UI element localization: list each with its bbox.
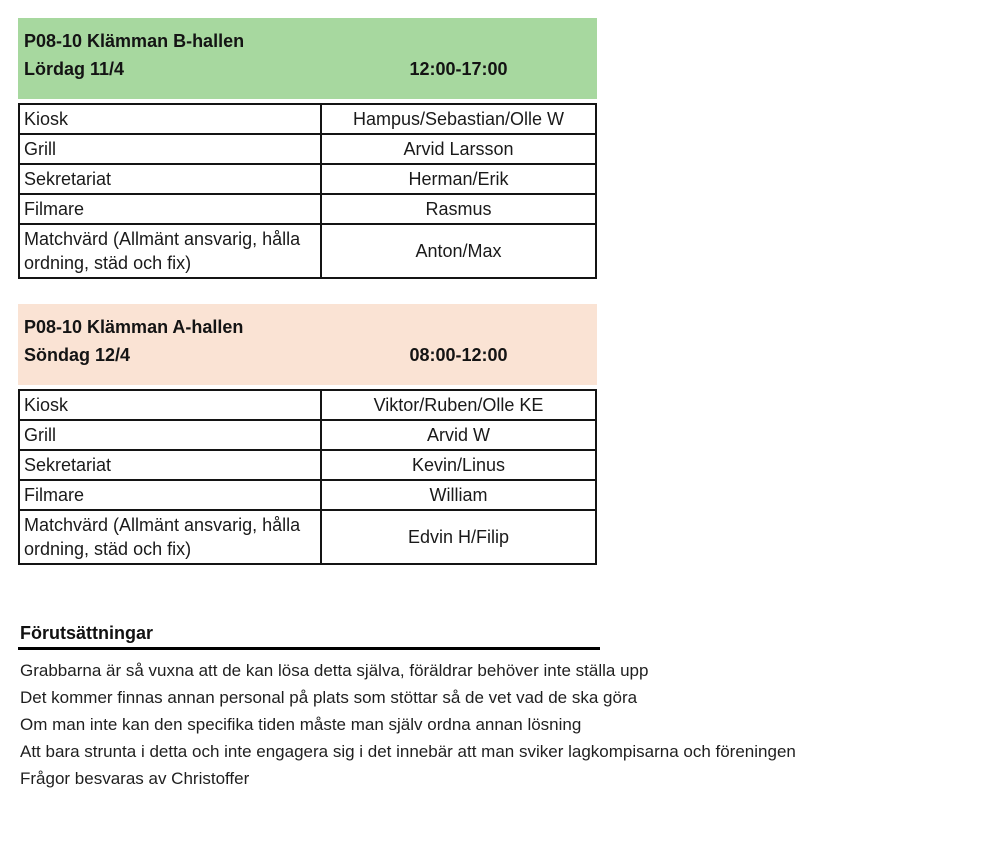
schedule-time-a-hallen: 08:00-12:00 <box>409 345 508 365</box>
assigned-cell: Edvin H/Filip <box>320 509 597 565</box>
table-row: Grill Arvid Larsson <box>18 133 597 165</box>
note-line: Frågor besvaras av Christoffer <box>20 769 250 788</box>
schedule-title-b-hallen: P08-10 Klämman B-hallen <box>24 31 245 51</box>
assigned-cell: Herman/Erik <box>320 163 597 195</box>
role-cell: Sekretariat <box>18 163 322 195</box>
role-cell: Sekretariat <box>18 449 322 481</box>
assigned-cell: Anton/Max <box>320 223 597 279</box>
table-row: Filmare William <box>18 479 597 511</box>
note-line: Att bara strunta i detta och inte engage… <box>20 742 796 761</box>
table-row: Kiosk Hampus/Sebastian/Olle W <box>18 103 597 135</box>
notes-lines: Grabbarna är så vuxna att de kan lösa de… <box>18 657 1000 792</box>
note-line: Det kommer finnas annan personal på plat… <box>20 688 638 707</box>
schedule-title-a-hallen: P08-10 Klämman A-hallen <box>24 317 244 337</box>
notes-section: Förutsättningar Grabbarna är så vuxna at… <box>18 623 1000 792</box>
role-cell: Kiosk <box>18 389 322 421</box>
table-row: Sekretariat Kevin/Linus <box>18 449 597 481</box>
notes-heading: Förutsättningar <box>18 623 600 650</box>
roster-table-b-hallen: Kiosk Hampus/Sebastian/Olle W Grill Arvi… <box>18 103 597 279</box>
note-line: Grabbarna är så vuxna att de kan lösa de… <box>20 661 649 680</box>
role-cell: Grill <box>18 419 322 451</box>
role-cell: Matchvärd (Allmänt ansvarig, hålla ordni… <box>18 223 322 279</box>
schedule-subtitle-row: Söndag 12/4 08:00-12:00 <box>24 341 597 369</box>
table-row: Filmare Rasmus <box>18 193 597 225</box>
role-cell: Kiosk <box>18 103 322 135</box>
table-row: Grill Arvid W <box>18 419 597 451</box>
schedule-date-a-hallen: Söndag 12/4 <box>24 345 131 365</box>
assigned-cell: Rasmus <box>320 193 597 225</box>
note-line: Om man inte kan den specifika tiden måst… <box>20 715 582 734</box>
table-row: Sekretariat Herman/Erik <box>18 163 597 195</box>
schedule-header-a-hallen: P08-10 Klämman A-hallen Söndag 12/4 08:0… <box>18 304 597 385</box>
table-row: Kiosk Viktor/Ruben/Olle KE <box>18 389 597 421</box>
table-row: Matchvärd (Allmänt ansvarig, hålla ordni… <box>18 223 597 279</box>
roster-table-a-hallen: Kiosk Viktor/Ruben/Olle KE Grill Arvid W… <box>18 389 597 565</box>
role-cell: Matchvärd (Allmänt ansvarig, hålla ordni… <box>18 509 322 565</box>
assigned-cell: William <box>320 479 597 511</box>
assigned-cell: Hampus/Sebastian/Olle W <box>320 103 597 135</box>
role-cell: Filmare <box>18 193 322 225</box>
schedule-date-b-hallen: Lördag 11/4 <box>24 59 125 79</box>
assigned-cell: Kevin/Linus <box>320 449 597 481</box>
schedule-subtitle-row: Lördag 11/4 12:00-17:00 <box>24 55 597 83</box>
table-row: Matchvärd (Allmänt ansvarig, hålla ordni… <box>18 509 597 565</box>
assigned-cell: Arvid W <box>320 419 597 451</box>
role-cell: Filmare <box>18 479 322 511</box>
assigned-cell: Arvid Larsson <box>320 133 597 165</box>
schedule-header-b-hallen: P08-10 Klämman B-hallen Lördag 11/4 12:0… <box>18 18 597 99</box>
role-cell: Grill <box>18 133 322 165</box>
schedule-time-b-hallen: 12:00-17:00 <box>409 59 508 79</box>
assigned-cell: Viktor/Ruben/Olle KE <box>320 389 597 421</box>
